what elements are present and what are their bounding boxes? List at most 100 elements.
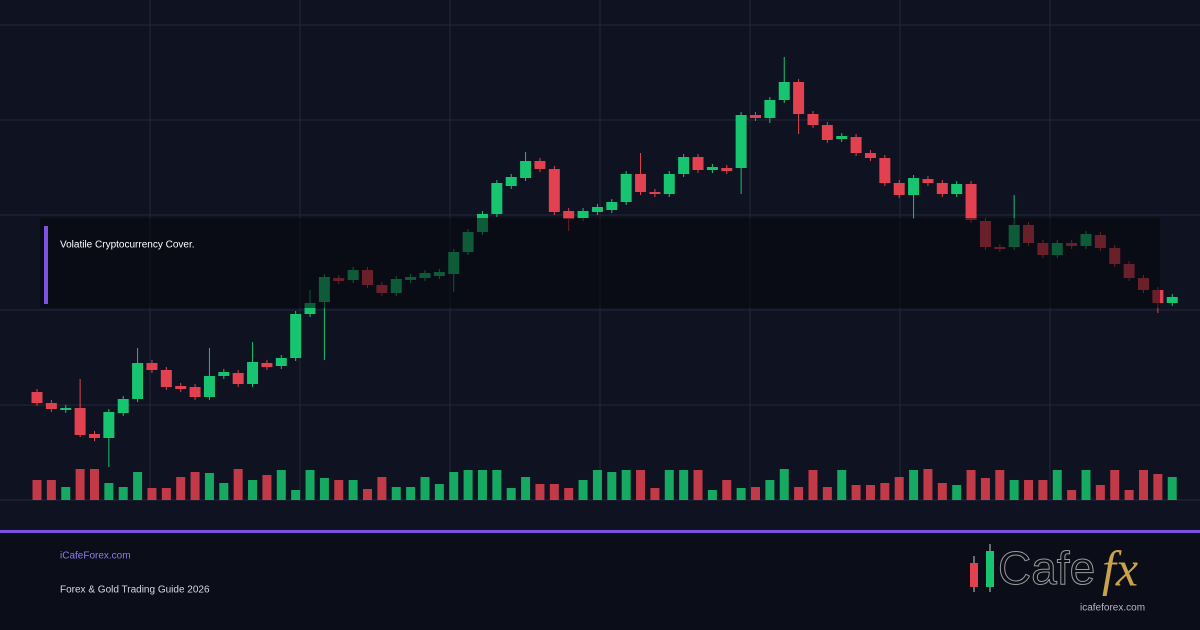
- candle-body: [635, 174, 647, 192]
- volume-bar: [1124, 490, 1134, 500]
- volume-bar: [894, 477, 904, 500]
- candle-body: [678, 157, 690, 174]
- candle-body: [793, 82, 805, 114]
- volume-bar: [937, 483, 947, 500]
- candle-body: [491, 183, 503, 214]
- candle-body: [750, 115, 761, 118]
- candle-body: [663, 174, 675, 194]
- candle-body: [764, 100, 776, 118]
- volume-bar: [621, 470, 631, 500]
- volume-bar: [434, 484, 444, 500]
- candle-body: [836, 136, 848, 139]
- candle-body: [247, 362, 259, 384]
- candle-body: [606, 202, 618, 210]
- volume-bar: [75, 469, 85, 500]
- volume-bar: [578, 480, 588, 500]
- logo-candle: [986, 551, 994, 587]
- volume-bar: [506, 488, 516, 500]
- volume-bar: [664, 470, 674, 500]
- volume-bar: [89, 469, 99, 500]
- candle-body: [721, 168, 733, 171]
- volume-bar: [204, 473, 214, 500]
- volume-bar: [291, 490, 301, 500]
- candle-body: [807, 114, 819, 125]
- volume-bar: [636, 470, 646, 500]
- candle-body: [175, 386, 187, 389]
- volume-bar: [46, 480, 56, 500]
- volume-bar: [1110, 470, 1120, 500]
- candle-body: [951, 184, 963, 194]
- candle-body: [88, 434, 100, 438]
- candle-body: [189, 387, 201, 397]
- volume-bar: [909, 470, 919, 500]
- volume-bar: [995, 470, 1005, 500]
- volume-bar: [966, 470, 976, 500]
- annotation-box: [40, 218, 1160, 308]
- candle-body: [74, 408, 86, 435]
- volume-bar: [722, 480, 732, 500]
- candle-body: [146, 363, 158, 370]
- logo-url: icafeforex.com: [1080, 603, 1145, 614]
- volume-bar: [923, 469, 933, 500]
- volume-bar: [1067, 490, 1077, 500]
- annotation: Volatile Cryptocurrency Cover.: [60, 240, 195, 251]
- volume-bar: [765, 480, 775, 500]
- divider: [0, 530, 1200, 533]
- candle-body: [649, 192, 661, 194]
- logo-text: Cafe: [998, 542, 1095, 594]
- volume-bar: [1024, 480, 1034, 500]
- volume-bar: [133, 472, 143, 500]
- volume-bar: [822, 487, 832, 500]
- volume-bar: [305, 470, 315, 500]
- volume-bar: [233, 469, 243, 500]
- volume-bar: [751, 487, 760, 500]
- volume-bar: [865, 485, 875, 500]
- volume-bar: [564, 488, 574, 500]
- candle-body: [1166, 297, 1178, 303]
- footer-site: iCafeForex.com: [60, 551, 131, 562]
- volume-bar: [851, 485, 861, 500]
- volume-bar: [118, 487, 128, 500]
- volume-bar: [1095, 485, 1105, 500]
- volume-bar: [779, 469, 789, 500]
- volume-bar: [952, 485, 962, 500]
- volume-bar: [463, 470, 473, 500]
- logo-candle: [970, 563, 978, 587]
- candle-body: [275, 358, 287, 366]
- candle-body: [203, 376, 215, 397]
- volume-bar: [348, 480, 358, 500]
- logo-accent: fx: [1102, 540, 1138, 596]
- candle-body: [965, 184, 977, 220]
- candle-body: [304, 303, 316, 314]
- footer-subtitle: Forex & Gold Trading Guide 2026: [60, 585, 210, 596]
- volume-bar: [176, 477, 186, 500]
- candle-body: [103, 412, 115, 438]
- volume-bar: [363, 489, 373, 500]
- candle-body: [692, 157, 704, 170]
- volume-bar: [837, 470, 847, 500]
- volume-bar: [319, 478, 329, 500]
- volume-bar: [61, 487, 71, 500]
- volume-bar: [391, 487, 401, 500]
- candle-body: [735, 115, 747, 168]
- volume-bar: [1009, 480, 1019, 500]
- volume-bar: [736, 488, 746, 500]
- candle-body: [563, 211, 575, 219]
- candle-body: [117, 399, 129, 413]
- volume-bar: [147, 488, 157, 500]
- volume-bar: [707, 490, 717, 500]
- candle-body: [850, 137, 862, 153]
- volume-bar: [248, 480, 258, 500]
- volume-bar: [980, 478, 990, 500]
- volume-bar: [549, 484, 559, 500]
- volume-bar: [377, 477, 387, 500]
- volume-bar: [1167, 477, 1177, 500]
- candle-body: [31, 392, 43, 403]
- candle-body: [706, 167, 718, 170]
- volume-bar: [679, 470, 689, 500]
- candle-body: [936, 183, 948, 194]
- volume-bar: [104, 483, 114, 500]
- volume-bar: [650, 488, 660, 500]
- volume-bar: [420, 477, 430, 500]
